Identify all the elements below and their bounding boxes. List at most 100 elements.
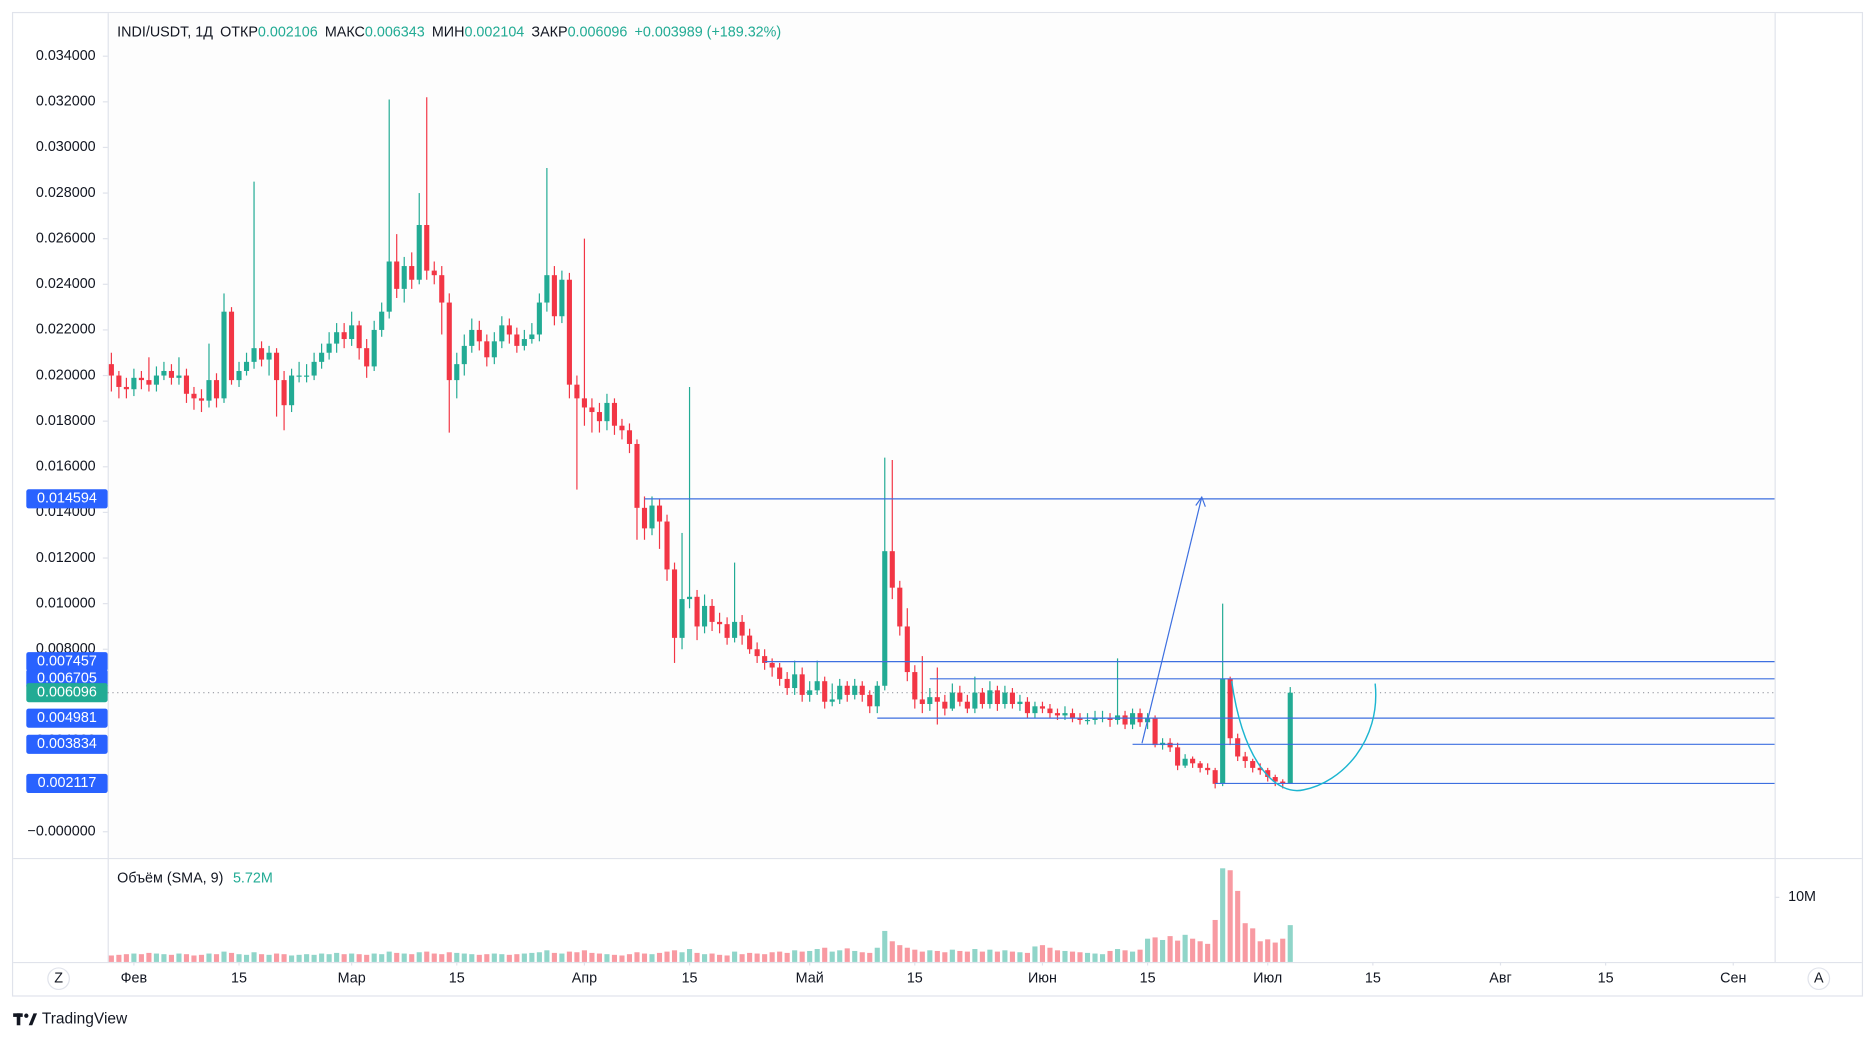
candle-body xyxy=(1062,713,1068,716)
field-label: МАКС xyxy=(325,24,365,40)
volume-bar xyxy=(161,954,167,962)
x-tick-label: 15 xyxy=(1140,970,1156,986)
volume-bar xyxy=(619,955,625,962)
volume-bar xyxy=(341,954,347,962)
candle-body xyxy=(1084,719,1091,722)
candle-body xyxy=(146,380,152,385)
volume-bar xyxy=(1250,928,1256,962)
candle-body xyxy=(1257,767,1263,771)
volume-bar xyxy=(221,951,227,962)
volume-bar xyxy=(491,953,497,962)
candle-body xyxy=(326,343,332,353)
arrow-drawing xyxy=(1141,496,1203,744)
candle-body xyxy=(386,261,392,312)
volume-bar xyxy=(356,954,362,962)
candle-body xyxy=(1287,692,1293,784)
y-tick-label: 0.022000 xyxy=(36,322,96,338)
candle-body xyxy=(1235,738,1241,757)
x-tick-label: 15 xyxy=(682,970,698,986)
volume-bar xyxy=(724,955,730,962)
volume-bar xyxy=(1047,947,1053,962)
candle-body xyxy=(191,393,197,399)
brand[interactable]: TradingView xyxy=(42,1010,128,1027)
candle-body xyxy=(807,690,813,695)
candle-body xyxy=(844,685,850,695)
candle-body xyxy=(1054,713,1061,716)
candle-body xyxy=(979,692,985,705)
candle-body xyxy=(108,364,114,376)
x-tick-label: 15 xyxy=(231,970,247,986)
candle-body xyxy=(491,341,497,358)
volume-bar xyxy=(1287,925,1293,962)
volume-bar xyxy=(416,952,422,962)
candle-body xyxy=(769,662,775,668)
volume-bar xyxy=(1032,946,1038,962)
candle-body xyxy=(972,692,978,709)
scale-button[interactable] xyxy=(47,967,70,991)
volume-bar xyxy=(409,954,415,962)
volume-bar xyxy=(664,951,670,962)
candle-body xyxy=(349,325,355,340)
brand-logo xyxy=(13,1013,38,1026)
x-tick-label: Фев xyxy=(121,970,147,986)
x-tick-label: Май xyxy=(796,970,824,986)
price-badge xyxy=(26,683,108,703)
volume-bar xyxy=(964,951,970,962)
candle-body xyxy=(619,425,625,431)
volume-bar xyxy=(1130,951,1136,962)
price-badge-label: 0.004981 xyxy=(37,710,97,726)
volume-bar xyxy=(1054,950,1061,962)
candle-body xyxy=(153,375,159,385)
candle-body xyxy=(296,375,302,377)
volume-bar xyxy=(146,952,152,962)
volume-bar xyxy=(289,955,295,962)
candle-body xyxy=(694,596,700,627)
change: +0.003989 (+189.32%) xyxy=(635,24,782,40)
candle-body xyxy=(1122,715,1128,725)
y-tick-label: 0.012000 xyxy=(36,550,96,566)
candle-body xyxy=(544,275,550,303)
candle-body xyxy=(671,569,678,638)
volume-bar xyxy=(822,947,828,962)
candle-body xyxy=(168,370,174,378)
volume-bar xyxy=(957,950,963,962)
x-tick-label: Сен xyxy=(1720,970,1746,986)
scale-button[interactable] xyxy=(1807,967,1831,991)
volume-bar xyxy=(807,950,813,962)
volume-bar xyxy=(641,953,648,962)
volume-bar xyxy=(1205,943,1211,962)
volume-bar xyxy=(972,949,978,962)
candle-body xyxy=(732,621,738,638)
price-badge-label: 0.014594 xyxy=(37,491,97,507)
candle-body xyxy=(919,699,925,705)
scale-right[interactable]: A xyxy=(1814,970,1824,986)
volume-bar xyxy=(874,947,880,962)
candle-body xyxy=(649,505,655,529)
price-badge-label: 0.003834 xyxy=(37,736,97,752)
volume-bar xyxy=(1009,951,1015,962)
volume-bar xyxy=(138,954,144,962)
volume-bar xyxy=(1272,942,1278,962)
x-tick-label: 15 xyxy=(449,970,465,986)
candle-body xyxy=(589,407,595,413)
volume-bar xyxy=(634,952,640,962)
volume-bar xyxy=(176,953,182,962)
candle-body xyxy=(1077,717,1083,720)
volume-bar xyxy=(469,954,475,962)
candle-body xyxy=(1190,758,1196,764)
volume-bar xyxy=(1212,919,1218,962)
y-tick-label: 0.030000 xyxy=(36,139,96,155)
volume-bar xyxy=(401,953,407,962)
volume-bar xyxy=(671,950,678,962)
candle-body xyxy=(1002,692,1008,705)
volume-bar xyxy=(213,954,220,962)
volume-bar xyxy=(521,953,527,962)
volume-bar xyxy=(349,953,355,962)
candle-body xyxy=(1205,767,1211,771)
candle-body xyxy=(221,311,227,399)
scale-left[interactable]: Z xyxy=(54,970,63,986)
candle-body xyxy=(1069,713,1076,718)
candle-body xyxy=(904,626,910,673)
candle-body xyxy=(581,398,587,408)
volume-bar xyxy=(919,951,925,962)
